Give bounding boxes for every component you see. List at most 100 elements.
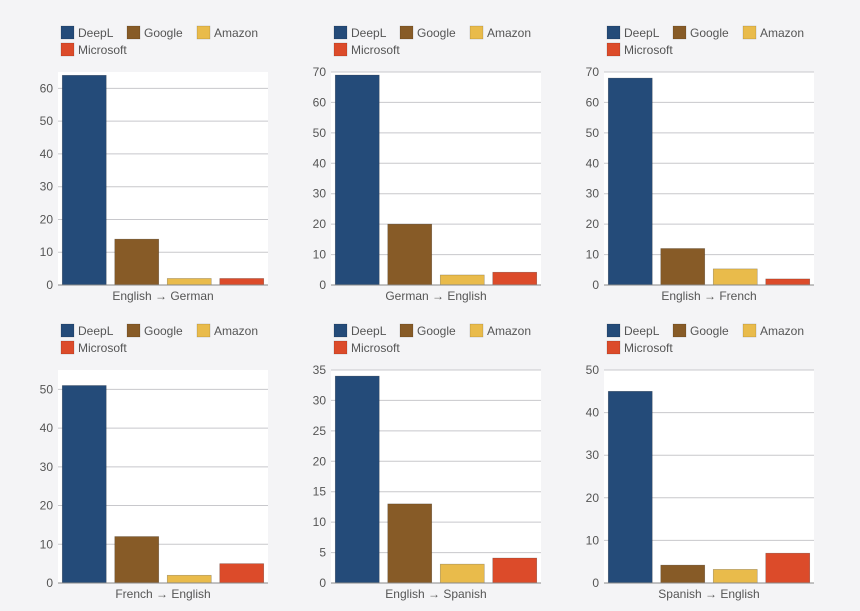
x-axis-label: French → English	[115, 587, 210, 601]
bar-deepl	[334, 74, 380, 286]
y-tick-label: 30	[313, 187, 327, 201]
legend: DeepL Google Amazon Microsoft	[333, 323, 531, 355]
y-tick-label: 0	[319, 576, 326, 590]
legend-label: Google	[144, 26, 183, 40]
y-tick-label: 50	[40, 114, 54, 128]
y-tick-label: 50	[586, 126, 600, 140]
legend-swatch	[606, 25, 621, 40]
legend-label: Microsoft	[351, 43, 400, 57]
bar-google	[114, 536, 160, 584]
y-tick-label: 10	[586, 248, 600, 262]
legend-swatch	[333, 42, 348, 57]
legend: DeepL Google Amazon Microsoft	[606, 323, 804, 355]
legend-label: Microsoft	[78, 43, 127, 57]
legend: DeepL Google Amazon Microsoft	[606, 25, 804, 57]
bar-amazon	[166, 574, 212, 584]
legend-swatch	[60, 340, 75, 355]
y-tick-label: 10	[313, 248, 327, 262]
y-tick-label: 0	[46, 576, 53, 590]
y-tick-label: 15	[313, 485, 327, 499]
y-tick-label: 40	[586, 406, 600, 420]
bar-amazon	[439, 274, 485, 286]
bar-microsoft	[492, 557, 538, 584]
chart-panel: DeepL Google Amazon Microsoft 0 10 20 30 40 50 Fre…	[40, 323, 268, 601]
legend-item-google: Google	[672, 25, 729, 40]
y-tick-label: 30	[586, 448, 600, 462]
legend-item-deepl: DeepL	[60, 25, 114, 40]
legend-item-deepl: DeepL	[333, 25, 387, 40]
legend-label: Amazon	[760, 324, 804, 338]
bar-amazon	[712, 569, 758, 584]
y-tick-label: 0	[46, 278, 53, 292]
bar-deepl	[607, 391, 653, 584]
legend-item-amazon: Amazon	[196, 25, 258, 40]
legend-swatch	[469, 323, 484, 338]
legend-label: Microsoft	[78, 341, 127, 355]
legend: DeepL Google Amazon Microsoft	[60, 323, 258, 355]
bar-deepl	[607, 77, 653, 286]
legend-label: DeepL	[624, 324, 660, 338]
legend-swatch	[606, 340, 621, 355]
legend-swatch	[333, 340, 348, 355]
legend-swatch	[742, 323, 757, 338]
legend-item-microsoft: Microsoft	[333, 42, 400, 57]
legend-label: Google	[144, 324, 183, 338]
legend-swatch	[126, 25, 141, 40]
legend-swatch	[469, 25, 484, 40]
legend-label: Amazon	[760, 26, 804, 40]
legend-label: DeepL	[624, 26, 660, 40]
legend-label: DeepL	[351, 26, 387, 40]
legend-item-amazon: Amazon	[196, 323, 258, 338]
y-tick-label: 60	[40, 81, 54, 95]
bar-google	[387, 503, 433, 584]
y-tick-label: 35	[313, 363, 327, 377]
y-tick-label: 20	[313, 454, 327, 468]
legend-swatch	[60, 323, 75, 338]
bar-google	[387, 223, 433, 286]
y-tick-label: 20	[313, 217, 327, 231]
legend-item-google: Google	[399, 323, 456, 338]
y-tick-label: 30	[40, 180, 54, 194]
legend-item-amazon: Amazon	[469, 323, 531, 338]
legend-swatch	[606, 42, 621, 57]
y-tick-label: 30	[313, 393, 327, 407]
y-tick-label: 20	[586, 491, 600, 505]
legend-label: Google	[690, 26, 729, 40]
legend-label: Amazon	[487, 324, 531, 338]
bar-amazon	[166, 278, 212, 286]
bar-microsoft	[492, 271, 538, 286]
y-tick-label: 30	[40, 460, 54, 474]
legend-item-google: Google	[672, 323, 729, 338]
y-tick-label: 40	[40, 421, 54, 435]
legend: DeepL Google Amazon Microsoft	[333, 25, 531, 57]
legend-label: Google	[417, 324, 456, 338]
y-tick-label: 50	[313, 126, 327, 140]
legend-item-amazon: Amazon	[742, 25, 804, 40]
y-tick-label: 20	[40, 212, 54, 226]
y-tick-label: 70	[313, 65, 327, 79]
legend-item-microsoft: Microsoft	[60, 340, 127, 355]
legend-swatch	[399, 323, 414, 338]
y-tick-label: 40	[313, 156, 327, 170]
y-tick-label: 50	[586, 363, 600, 377]
y-tick-label: 70	[586, 65, 600, 79]
bar-microsoft	[765, 278, 811, 286]
legend: DeepL Google Amazon Microsoft	[60, 25, 258, 57]
chart-panel: DeepL Google Amazon Microsoft 0 5 10 15 20 25 30 35…	[313, 323, 541, 601]
bar-google	[660, 564, 706, 584]
legend-item-microsoft: Microsoft	[333, 340, 400, 355]
legend-item-microsoft: Microsoft	[606, 42, 673, 57]
y-tick-label: 10	[40, 537, 54, 551]
bar-microsoft	[219, 563, 265, 584]
y-tick-label: 60	[586, 95, 600, 109]
chart-panel: DeepL Google Amazon Microsoft 0 10 20 30 40 50 60 7…	[586, 25, 814, 303]
y-tick-label: 10	[40, 245, 54, 259]
legend-swatch	[333, 323, 348, 338]
x-axis-label: English → Spanish	[385, 587, 486, 601]
y-tick-label: 60	[313, 95, 327, 109]
y-tick-label: 0	[592, 278, 599, 292]
legend-label: Amazon	[487, 26, 531, 40]
legend-label: Google	[690, 324, 729, 338]
y-tick-label: 10	[313, 515, 327, 529]
